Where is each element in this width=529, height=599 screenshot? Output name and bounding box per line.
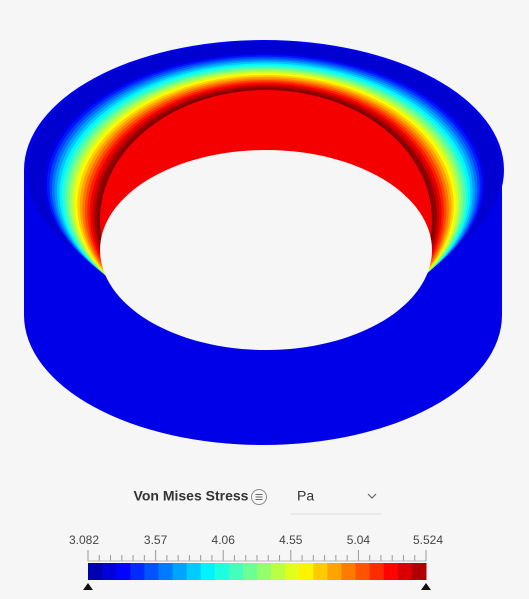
- ring-hole: [100, 150, 432, 350]
- colorbar-segment: [186, 563, 202, 580]
- colorbar-segment: [158, 563, 173, 580]
- colorbar-segment: [299, 563, 314, 580]
- colorbar-segment: [88, 563, 103, 580]
- tick-label: 4.55: [279, 533, 303, 547]
- unit-label: Pa: [297, 488, 314, 504]
- tick-label: 5.524: [413, 533, 443, 547]
- max-handle[interactable]: [421, 583, 431, 590]
- colorbar-segment: [285, 563, 300, 580]
- tick-label: 5.04: [347, 533, 371, 547]
- colorbar-segment: [172, 563, 188, 580]
- colorbar-segment: [327, 563, 342, 580]
- colorbar-segment: [214, 563, 230, 580]
- colorbar-segment: [102, 563, 117, 580]
- colorbar-segment: [313, 563, 328, 580]
- colorbar-segment: [242, 563, 258, 580]
- colorbar-segment: [383, 563, 399, 580]
- colorbar-segment: [369, 563, 385, 580]
- colorbar-segment: [228, 563, 244, 580]
- colorbar-segment: [411, 563, 427, 580]
- colorbar-segment: [355, 563, 371, 580]
- colorbar-segment: [341, 563, 357, 580]
- colorbar-segment: [257, 563, 272, 580]
- tick-label: 4.06: [212, 533, 236, 547]
- min-handle[interactable]: [83, 583, 93, 590]
- options-icon[interactable]: [251, 489, 267, 505]
- colorbar-ticks: 3.082 3.57 4.06 4.55 5.04 5.524: [69, 533, 443, 562]
- colorbar-segment: [144, 563, 159, 580]
- tick-label: 3.082: [69, 533, 99, 547]
- colorbar-segment: [271, 563, 286, 580]
- result-ring: [24, 40, 504, 445]
- colorbar-segment: [130, 563, 145, 580]
- result-title: Von Mises Stress: [134, 488, 249, 504]
- colorbar-segment: [397, 563, 413, 580]
- unit-dropdown[interactable]: Pa: [290, 488, 381, 515]
- colorbar-segment: [116, 563, 131, 580]
- tick-label: 3.57: [144, 533, 168, 547]
- colorbar-segment: [200, 563, 216, 580]
- colorbar: [88, 563, 427, 580]
